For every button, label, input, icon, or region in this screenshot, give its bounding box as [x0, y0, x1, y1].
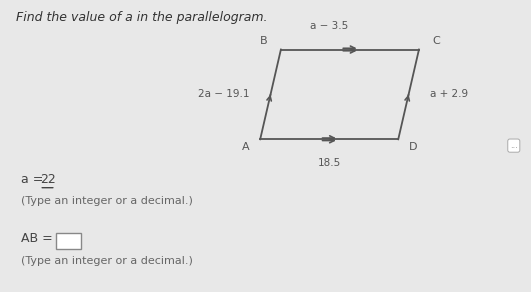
Text: ...: ...: [510, 141, 518, 150]
Text: D: D: [409, 142, 417, 152]
Text: a − 3.5: a − 3.5: [310, 21, 348, 31]
Text: a =: a =: [21, 173, 48, 186]
Bar: [56, 233, 81, 249]
Text: AB =: AB =: [21, 232, 57, 245]
Text: (Type an integer or a decimal.): (Type an integer or a decimal.): [21, 256, 193, 266]
Text: B: B: [260, 36, 268, 46]
Text: 18.5: 18.5: [318, 158, 341, 168]
Text: a + 2.9: a + 2.9: [430, 89, 468, 99]
Text: Find the value of a in the parallelogram.: Find the value of a in the parallelogram…: [16, 11, 268, 24]
Text: A: A: [242, 142, 250, 152]
Text: 22: 22: [40, 173, 56, 186]
Text: 2a − 19.1: 2a − 19.1: [198, 89, 250, 99]
Text: C: C: [432, 36, 440, 46]
Text: (Type an integer or a decimal.): (Type an integer or a decimal.): [21, 196, 193, 206]
